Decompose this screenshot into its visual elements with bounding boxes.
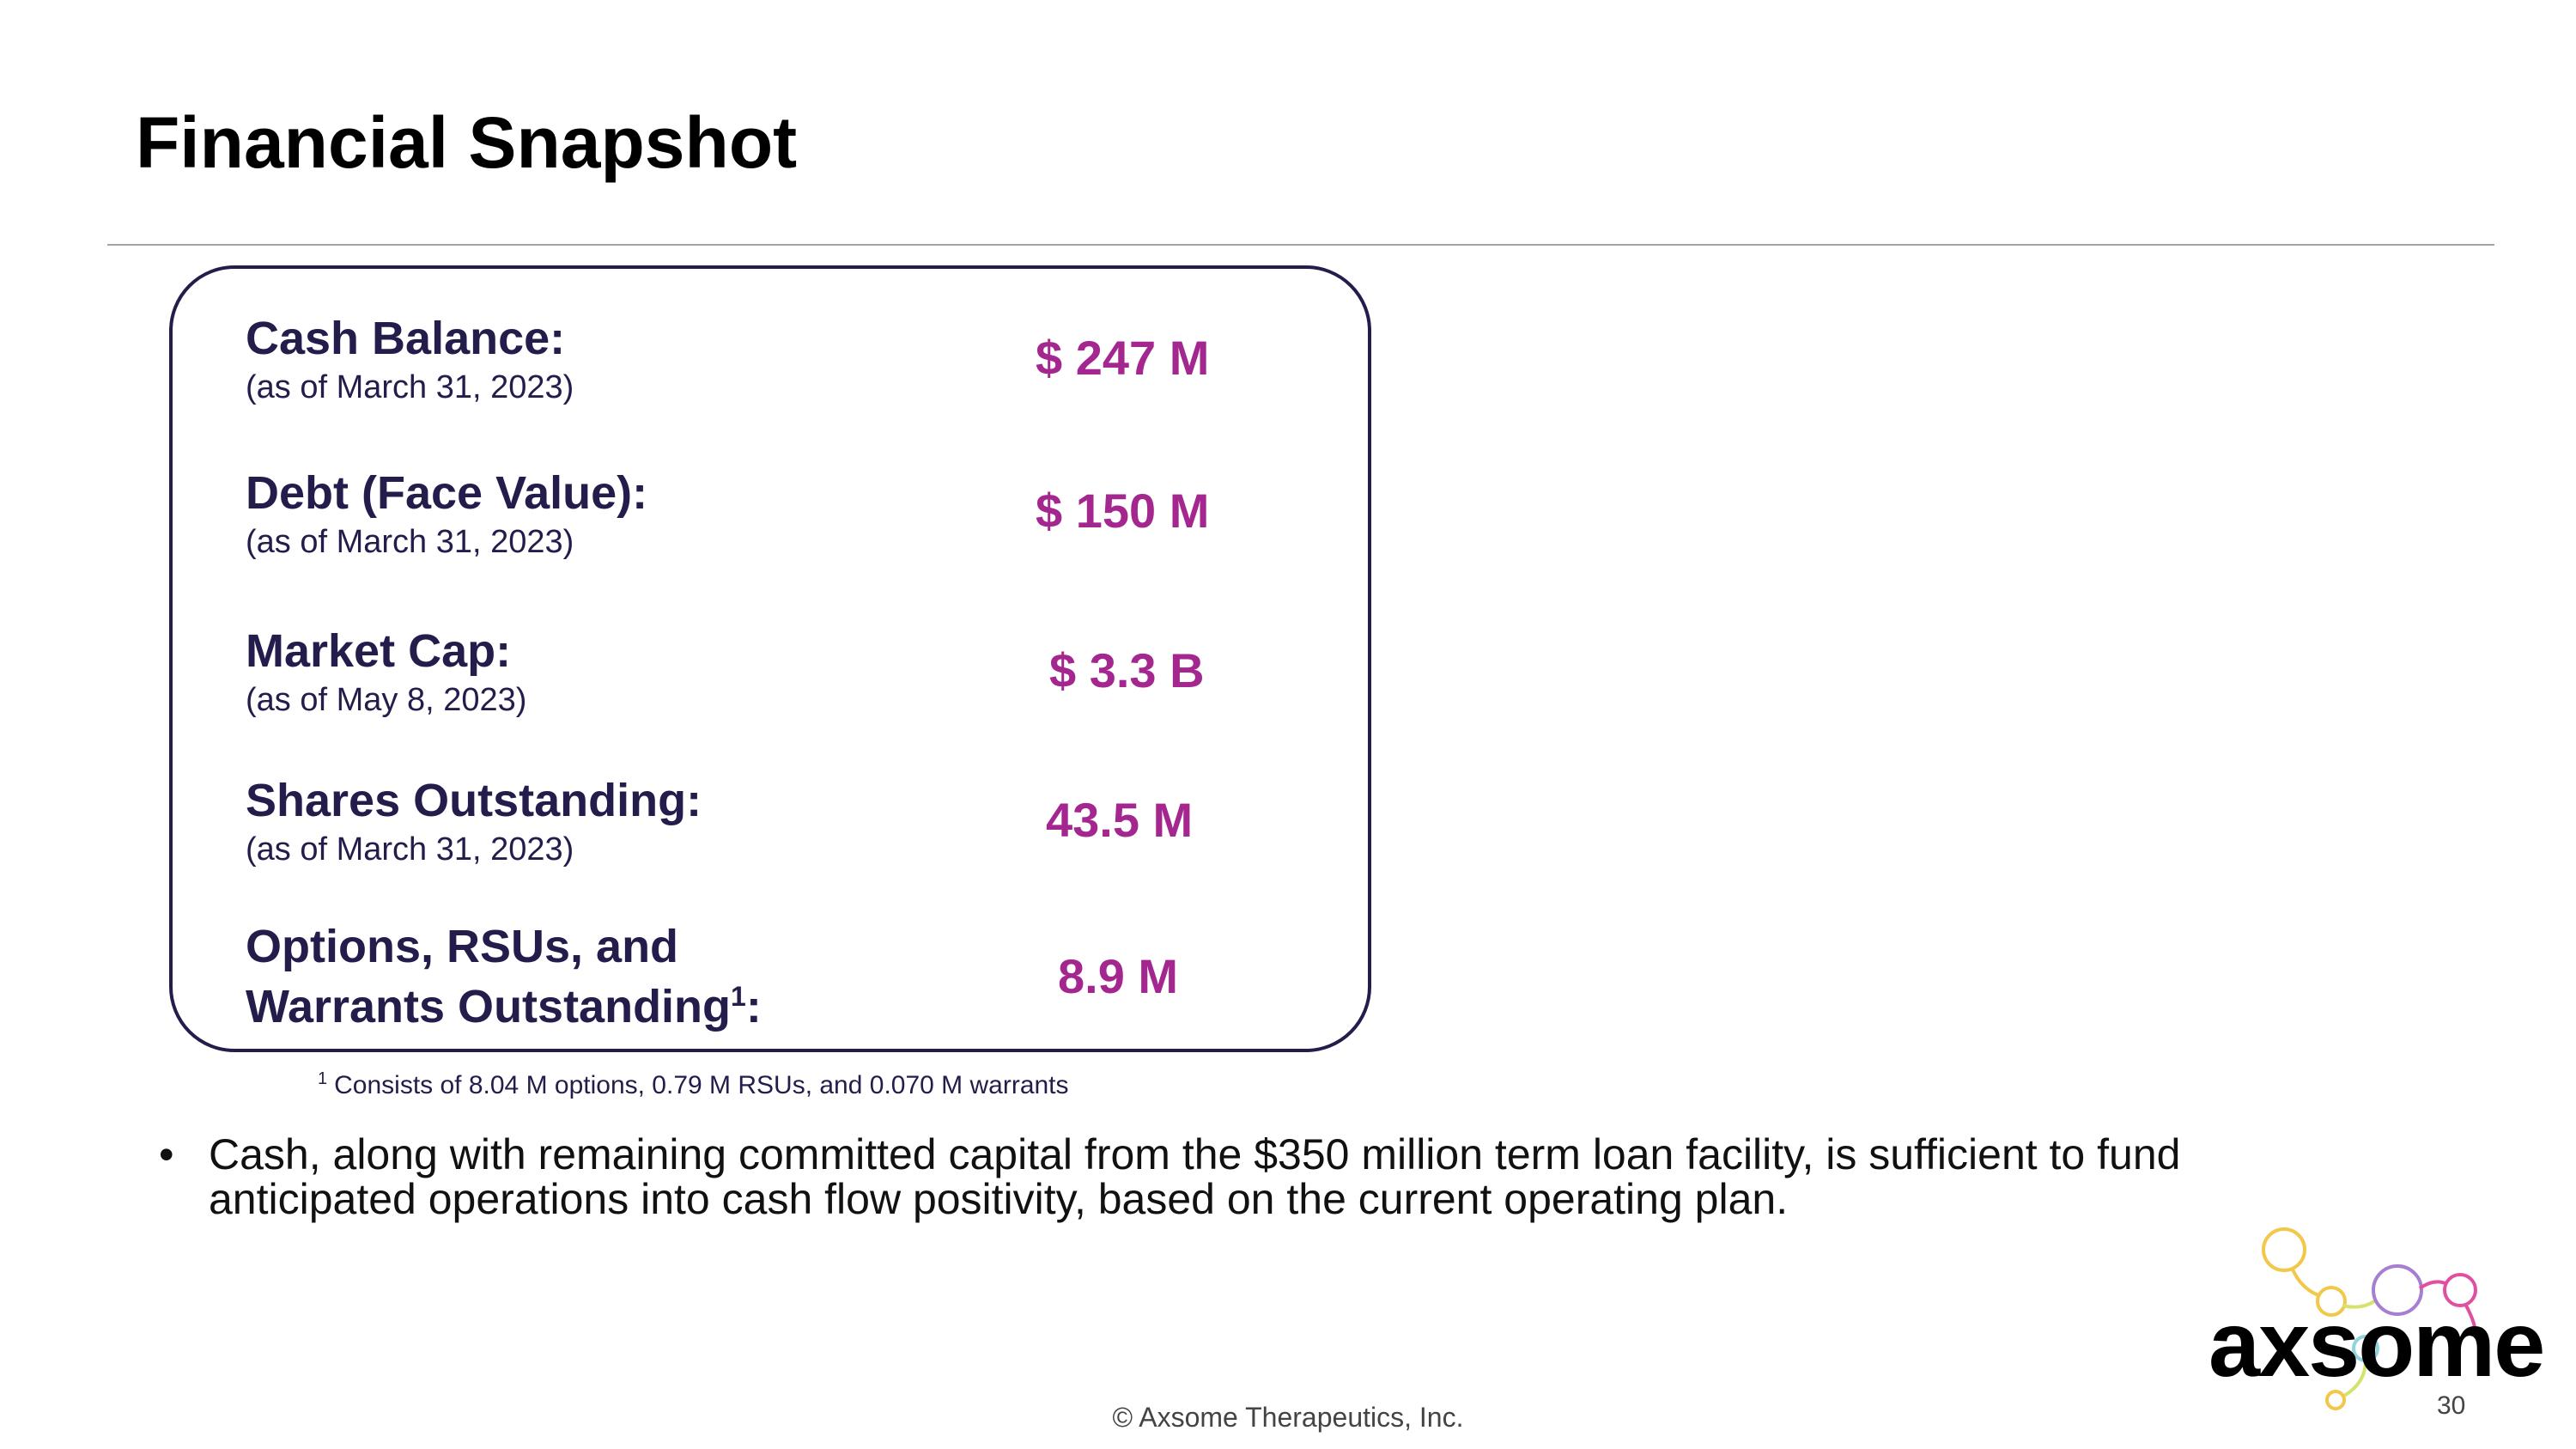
slide-title: Financial Snapshot: [136, 102, 798, 183]
metric-label-market-cap: Market Cap:: [246, 625, 512, 677]
metric-note-debt: (as of March 31, 2023): [246, 524, 574, 560]
metrics-box: [169, 265, 1371, 1052]
metric-label-cash-balance: Cash Balance:: [246, 313, 566, 364]
footnote: 1 Consists of 8.04 M options, 0.79 M RSUs…: [318, 1069, 1069, 1100]
copyright: © Axsome Therapeutics, Inc.: [1112, 1402, 1464, 1433]
footnote-text: Consists of 8.04 M options, 0.79 M RSUs,…: [334, 1071, 1069, 1099]
bullet-item: • Cash, along with remaining committed c…: [159, 1132, 2357, 1221]
metric-value-cash-balance: $ 247 M: [1036, 331, 1210, 385]
logo-wordmark: axsome: [2208, 1292, 2545, 1396]
logo-molecule-icon: [2262, 1227, 2477, 1410]
bullet-symbol: •: [159, 1130, 174, 1178]
axsome-logo: axsome: [2190, 1220, 2545, 1417]
metric-label-shares-outstanding: Shares Outstanding:: [246, 775, 702, 826]
metric-value-shares-outstanding: 43.5 M: [1046, 793, 1194, 847]
metric-label-options-line1: Options, RSUs, and: [246, 921, 679, 972]
metric-note-cash-balance: (as of March 31, 2023): [246, 369, 574, 405]
metric-label-options-text: Warrants Outstanding: [246, 981, 732, 1032]
metric-label-options-colon: :: [745, 981, 762, 1032]
metric-label-debt: Debt (Face Value):: [246, 467, 648, 519]
metric-value-options: 8.9 M: [1058, 949, 1179, 1003]
footnote-marker: 1: [318, 1069, 328, 1088]
page-number: 30: [2437, 1391, 2466, 1420]
footnote-superscript: 1: [731, 981, 746, 1012]
metric-label-options-line2: Warrants Outstanding1:: [246, 977, 762, 1036]
metric-value-debt: $ 150 M: [1036, 484, 1210, 538]
metric-note-shares-outstanding: (as of March 31, 2023): [246, 831, 574, 868]
metric-value-market-cap: $ 3.3 B: [1049, 643, 1205, 697]
metric-note-market-cap: (as of May 8, 2023): [246, 682, 527, 718]
title-divider: [107, 244, 2494, 246]
bullet-text: Cash, along with remaining committed cap…: [209, 1130, 2181, 1223]
